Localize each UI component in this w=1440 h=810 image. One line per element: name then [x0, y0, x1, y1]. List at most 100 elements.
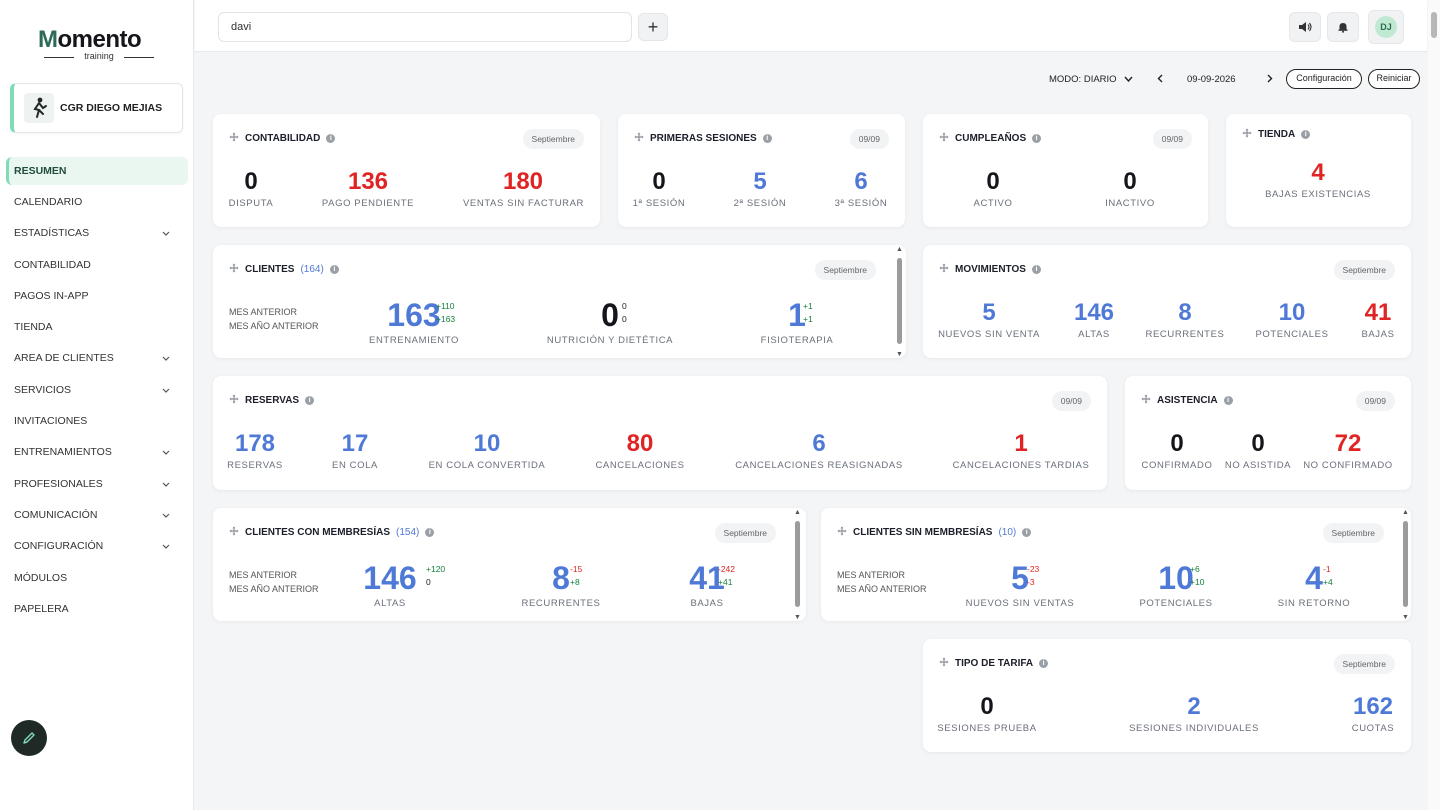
- period-pill[interactable]: Septiembre: [814, 260, 876, 280]
- info-icon[interactable]: i: [1039, 659, 1049, 668]
- center-selector[interactable]: CGR DIEGO MEJIAS: [10, 83, 183, 133]
- stat-0[interactable]: 178 RESERVAS: [170, 431, 340, 472]
- sidebar-item-10[interactable]: PROFESIONALES: [6, 469, 188, 500]
- stat-2[interactable]: 180 VENTAS SIN FACTURAR: [463, 169, 583, 210]
- period-pill[interactable]: Septiembre: [1322, 523, 1384, 543]
- stat-1[interactable]: 0 NUTRICIÓN Y DIETÉTICA: [545, 298, 675, 346]
- chevron-right-icon[interactable]: [1267, 74, 1273, 83]
- card-scrollbar[interactable]: ▲ ▼: [794, 509, 801, 621]
- stat-0[interactable]: 0 DISPUTA: [191, 169, 311, 210]
- stat-3[interactable]: 10 POTENCIALES: [1237, 300, 1347, 341]
- date-display[interactable]: 09-09-2026: [1187, 74, 1236, 85]
- page-scrollbar-thumb[interactable]: [1431, 12, 1437, 38]
- search-input[interactable]: [218, 12, 632, 42]
- period-pill[interactable]: 09/09: [1355, 391, 1395, 411]
- stat-0[interactable]: 5 NUEVOS SIN VENTAS: [960, 561, 1080, 609]
- chevron-down-icon[interactable]: [1124, 76, 1133, 82]
- drag-handle-icon[interactable]: [939, 263, 949, 276]
- stat-2[interactable]: 8 RECURRENTES: [1130, 300, 1240, 341]
- add-button[interactable]: +: [638, 13, 668, 41]
- sidebar-item-2[interactable]: ESTADÍSTICAS: [6, 218, 188, 249]
- period-pill[interactable]: Septiembre: [1333, 260, 1395, 280]
- edit-button[interactable]: [11, 720, 47, 756]
- config-button[interactable]: Configuración: [1286, 69, 1362, 89]
- drag-handle-icon[interactable]: [1242, 128, 1252, 141]
- drag-handle-icon[interactable]: [939, 657, 949, 670]
- info-icon[interactable]: i: [329, 265, 339, 274]
- drag-handle-icon[interactable]: [229, 526, 239, 539]
- stat-1[interactable]: 8 RECURRENTES: [501, 561, 621, 609]
- stat-0[interactable]: 0 CONFIRMADO: [1132, 431, 1222, 472]
- sidebar-item-9[interactable]: ENTRENAMIENTOS: [6, 437, 188, 468]
- chevron-left-icon[interactable]: [1157, 74, 1163, 83]
- stat-0[interactable]: 146 ALTAS: [330, 561, 450, 609]
- stat-2[interactable]: 4 SIN RETORNO: [1254, 561, 1374, 609]
- speaker-button[interactable]: [1289, 12, 1321, 42]
- stat-1[interactable]: 5 2ª SESIÓN: [720, 169, 800, 210]
- card-scrollbar[interactable]: ▲ ▼: [1402, 509, 1409, 621]
- drag-handle-icon[interactable]: [634, 132, 644, 145]
- stat-1[interactable]: 136 PAGO PENDIENTE: [308, 169, 428, 210]
- sidebar-item-14[interactable]: PAPELERA: [6, 594, 188, 625]
- period-pill[interactable]: 09/09: [849, 129, 889, 149]
- user-avatar-button[interactable]: DJ: [1368, 10, 1404, 44]
- info-icon[interactable]: i: [1032, 134, 1042, 143]
- stat-3[interactable]: 80 CANCELACIONES: [555, 431, 725, 472]
- info-icon[interactable]: i: [1301, 130, 1311, 139]
- stat-2[interactable]: 10 EN COLA CONVERTIDA: [402, 431, 572, 472]
- drag-handle-icon[interactable]: [229, 263, 239, 276]
- drag-handle-icon[interactable]: [1141, 394, 1151, 407]
- sidebar-item-12[interactable]: CONFIGURACIÓN: [6, 531, 188, 562]
- stat-2[interactable]: 162 CUOTAS: [1303, 694, 1440, 735]
- stat-0[interactable]: 163 ENTRENAMIENTO: [349, 298, 479, 346]
- sidebar-item-11[interactable]: COMUNICACIÓN: [6, 500, 188, 531]
- period-pill[interactable]: 09/09: [1152, 129, 1192, 149]
- sidebar-item-4[interactable]: PAGOS IN-APP: [6, 281, 188, 312]
- sidebar-item-5[interactable]: TIENDA: [6, 312, 188, 343]
- card-scrollbar[interactable]: ▲ ▼: [896, 246, 903, 358]
- period-pill[interactable]: Septiembre: [714, 523, 776, 543]
- stat-4[interactable]: 41 BAJAS: [1323, 300, 1433, 341]
- stat-2[interactable]: 41 BAJAS: [647, 561, 767, 609]
- sidebar-item-3[interactable]: CONTABILIDAD: [6, 250, 188, 281]
- stat-0[interactable]: 5 NUEVOS SIN VENTA: [934, 300, 1044, 341]
- stat-0[interactable]: 0 1ª SESIÓN: [619, 169, 699, 210]
- drag-handle-icon[interactable]: [837, 526, 847, 539]
- sidebar-item-0[interactable]: RESUMEN: [6, 157, 188, 185]
- notifications-button[interactable]: [1327, 12, 1359, 42]
- info-icon[interactable]: i: [1031, 265, 1041, 274]
- stat-1[interactable]: 2 SESIONES INDIVIDUALES: [1124, 694, 1264, 735]
- stat-2[interactable]: 1 FISIOTERAPIA: [732, 298, 862, 346]
- stat-1[interactable]: 146 ALTAS: [1039, 300, 1149, 341]
- stat-0[interactable]: 4 BAJAS EXISTENCIAS: [1243, 160, 1393, 201]
- info-icon[interactable]: i: [305, 396, 315, 405]
- info-icon[interactable]: i: [1022, 528, 1032, 537]
- stat-4[interactable]: 6 CANCELACIONES REASIGNADAS: [734, 431, 904, 472]
- stat-1[interactable]: 0 INACTIVO: [1085, 169, 1175, 210]
- mode-select[interactable]: MODO: DIARIO: [1049, 74, 1117, 85]
- stat-1[interactable]: 17 EN COLA: [270, 431, 440, 472]
- stat-0[interactable]: 0 SESIONES PRUEBA: [917, 694, 1057, 735]
- stat-0[interactable]: 0 ACTIVO: [948, 169, 1038, 210]
- stat-1[interactable]: 0 NO ASISTIDA: [1213, 431, 1303, 472]
- stat-1[interactable]: 10 POTENCIALES: [1116, 561, 1236, 609]
- info-icon[interactable]: i: [425, 528, 435, 537]
- info-icon[interactable]: i: [326, 134, 336, 143]
- stat-5[interactable]: 1 CANCELACIONES TARDIAS: [936, 431, 1106, 472]
- sidebar-item-1[interactable]: CALENDARIO: [6, 187, 188, 218]
- drag-handle-icon[interactable]: [229, 132, 239, 145]
- sidebar-item-6[interactable]: AREA DE CLIENTES: [6, 343, 188, 374]
- sidebar-item-8[interactable]: INVITACIONES: [6, 406, 188, 437]
- drag-handle-icon[interactable]: [229, 394, 239, 407]
- info-icon[interactable]: i: [1223, 396, 1233, 405]
- reset-button[interactable]: Reiniciar: [1368, 69, 1420, 89]
- drag-handle-icon[interactable]: [939, 132, 949, 145]
- period-pill[interactable]: 09/09: [1051, 391, 1091, 411]
- sidebar-item-7[interactable]: SERVICIOS: [6, 375, 188, 406]
- period-pill[interactable]: Septiembre: [1333, 654, 1395, 674]
- page-scrollbar[interactable]: [1428, 0, 1440, 810]
- stat-2[interactable]: 72 NO CONFIRMADO: [1303, 431, 1393, 472]
- period-pill[interactable]: Septiembre: [522, 129, 584, 149]
- info-icon[interactable]: i: [762, 134, 772, 143]
- brand-logo[interactable]: Momento training: [38, 26, 158, 62]
